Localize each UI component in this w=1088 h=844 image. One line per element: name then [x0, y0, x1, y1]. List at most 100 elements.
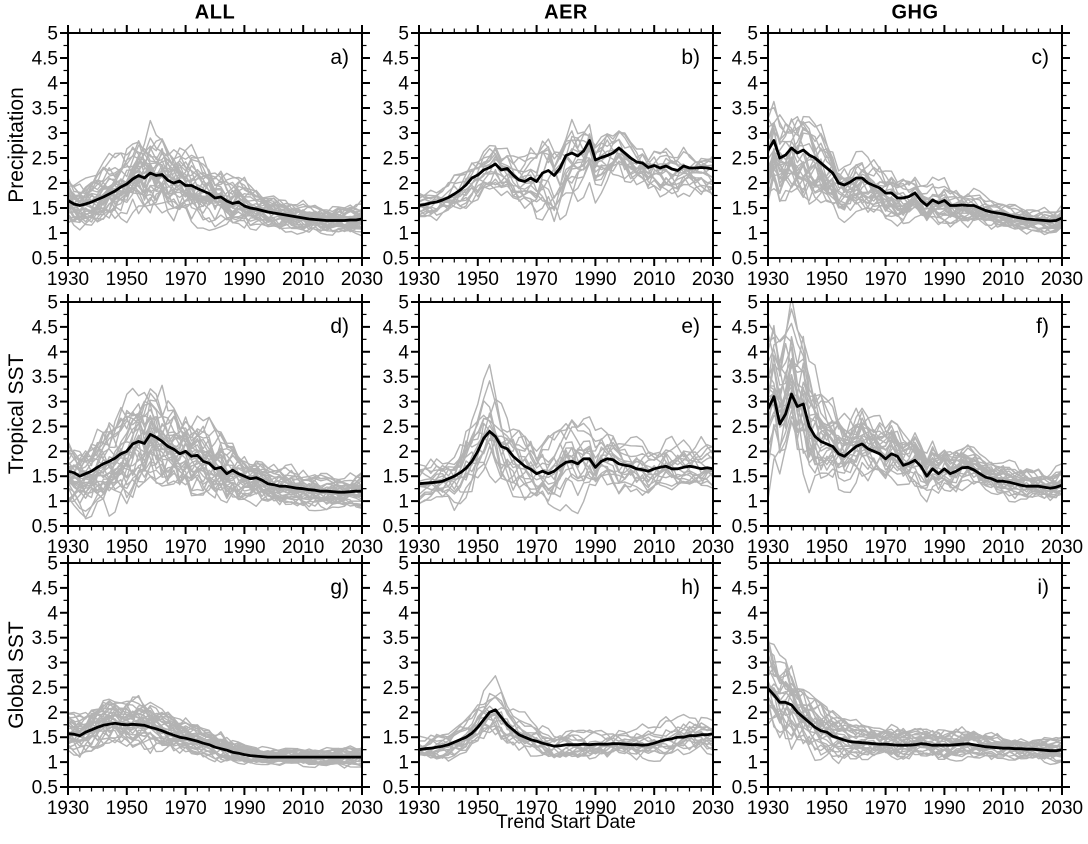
ensemble-line [68, 436, 362, 503]
y-tick-label: 1 [398, 492, 409, 513]
x-tick-label: 2010 [982, 269, 1024, 290]
ensemble-line [68, 722, 362, 766]
panel-letter: c) [1032, 46, 1050, 69]
ensemble-line [419, 380, 713, 478]
ensemble-line [419, 431, 713, 489]
ensemble-line [768, 308, 1062, 481]
x-tick-label: 1950 [806, 269, 848, 290]
y-tick-label: 2.5 [383, 417, 409, 438]
mean-line [768, 139, 1062, 223]
column-title-all: ALL [194, 1, 236, 24]
ensemble-line [419, 460, 713, 515]
x-tick-label: 2030 [341, 537, 383, 558]
ensemble-line [68, 701, 362, 756]
x-tick-label: 1970 [164, 537, 206, 558]
x-tick-label: 1990 [223, 537, 265, 558]
y-tick-label: 1.5 [732, 728, 758, 749]
x-tick-label: 1990 [574, 269, 616, 290]
x-tick-label: 2010 [982, 798, 1024, 819]
x-tick-label: 2030 [341, 269, 383, 290]
y-tick-label: 1 [398, 224, 409, 245]
x-tick-label: 1950 [806, 537, 848, 558]
ensemble-line [68, 431, 362, 506]
y-tick-label: 4 [398, 603, 409, 624]
ensemble-line [419, 711, 713, 759]
y-tick-label: 3 [398, 653, 409, 674]
y-tick-label: 2.5 [32, 678, 58, 699]
ensemble-line [419, 705, 713, 754]
ensemble-line [419, 143, 713, 223]
y-tick-label: 1 [747, 492, 758, 513]
x-tick-label: 1970 [515, 537, 557, 558]
ensemble-line [768, 163, 1062, 233]
panel-letter: h) [681, 576, 700, 599]
y-tick-label: 4.5 [732, 578, 758, 599]
ensemble-line [419, 723, 713, 759]
y-tick-label: 2.5 [732, 678, 758, 699]
y-tick-label: 5 [47, 24, 58, 45]
y-tick-label: 1.5 [32, 199, 58, 220]
ensemble-line [768, 668, 1062, 753]
y-tick-label: 3 [47, 653, 58, 674]
panel-letter: g) [330, 576, 349, 599]
y-tick-label: 1.5 [32, 467, 58, 488]
x-tick-label: 1990 [574, 537, 616, 558]
x-tick-label: 1990 [223, 798, 265, 819]
y-tick-label: 5 [47, 554, 58, 575]
x-tick-label: 2030 [692, 269, 734, 290]
x-axis-label: Trend Start Date [496, 812, 636, 833]
y-tick-label: 3.5 [383, 367, 409, 388]
y-tick-label: 4 [747, 342, 758, 363]
y-tick-label: 0.5 [732, 249, 758, 270]
mean-line-group [68, 171, 362, 222]
y-tick-label: 0.5 [732, 778, 758, 799]
y-tick-label: 1.5 [383, 728, 409, 749]
panel-a: 1930 1950 1970 1990 2010 2030 0.5 1 1.5 2 2.5 3 3.5 4… [32, 24, 384, 291]
mean-line-group [68, 432, 362, 494]
y-tick-label: 3.5 [732, 99, 758, 120]
x-tick-label: 1930 [747, 798, 789, 819]
ensemble-line [68, 402, 362, 496]
ensemble-line [768, 386, 1062, 497]
ensemble-lines [68, 694, 362, 769]
y-tick-label: 2 [398, 174, 409, 195]
y-tick-label: 4.5 [383, 49, 409, 70]
y-tick-label: 1 [747, 753, 758, 774]
y-tick-label: 3.5 [732, 628, 758, 649]
y-tick-label: 3 [747, 653, 758, 674]
column-title-ghg: GHG [891, 1, 939, 24]
ensemble-line [768, 704, 1062, 766]
y-tick-label: 2.5 [32, 417, 58, 438]
y-tick-label: 4.5 [732, 317, 758, 338]
y-tick-label: 2 [47, 174, 58, 195]
y-tick-label: 2.5 [732, 417, 758, 438]
x-tick-label: 1930 [747, 537, 789, 558]
mean-line [419, 429, 713, 486]
y-tick-label: 4 [47, 74, 58, 95]
ensemble-line [419, 363, 713, 478]
panel-f: 1930 1950 1970 1990 2010 2030 0.5 1 1.5 2 2.5 3 3.5 4… [732, 293, 1084, 559]
x-tick-label: 1990 [923, 537, 965, 558]
y-tick-label: 1 [747, 224, 758, 245]
y-tick-label: 5 [747, 554, 758, 575]
ensemble-line [768, 374, 1062, 495]
x-tick-label: 1950 [806, 798, 848, 819]
y-tick-label: 2 [398, 442, 409, 463]
y-tick-label: 3.5 [32, 99, 58, 120]
ensemble-line [768, 117, 1062, 216]
ensemble-line [68, 409, 362, 494]
ensemble-lines [68, 384, 362, 520]
y-tick-label: 1.5 [732, 467, 758, 488]
y-tick-label: 3 [747, 392, 758, 413]
mean-line-group [768, 139, 1062, 223]
y-tick-label: 2 [747, 174, 758, 195]
x-tick-label: 1970 [164, 269, 206, 290]
y-tick-label: 4.5 [32, 49, 58, 70]
ensemble-line [68, 144, 362, 223]
ensemble-line [68, 731, 362, 769]
y-tick-label: 2 [747, 703, 758, 724]
ensemble-line [768, 354, 1062, 484]
ensemble-line [419, 721, 713, 756]
y-tick-label: 4.5 [732, 49, 758, 70]
x-tick-label: 1930 [47, 798, 89, 819]
